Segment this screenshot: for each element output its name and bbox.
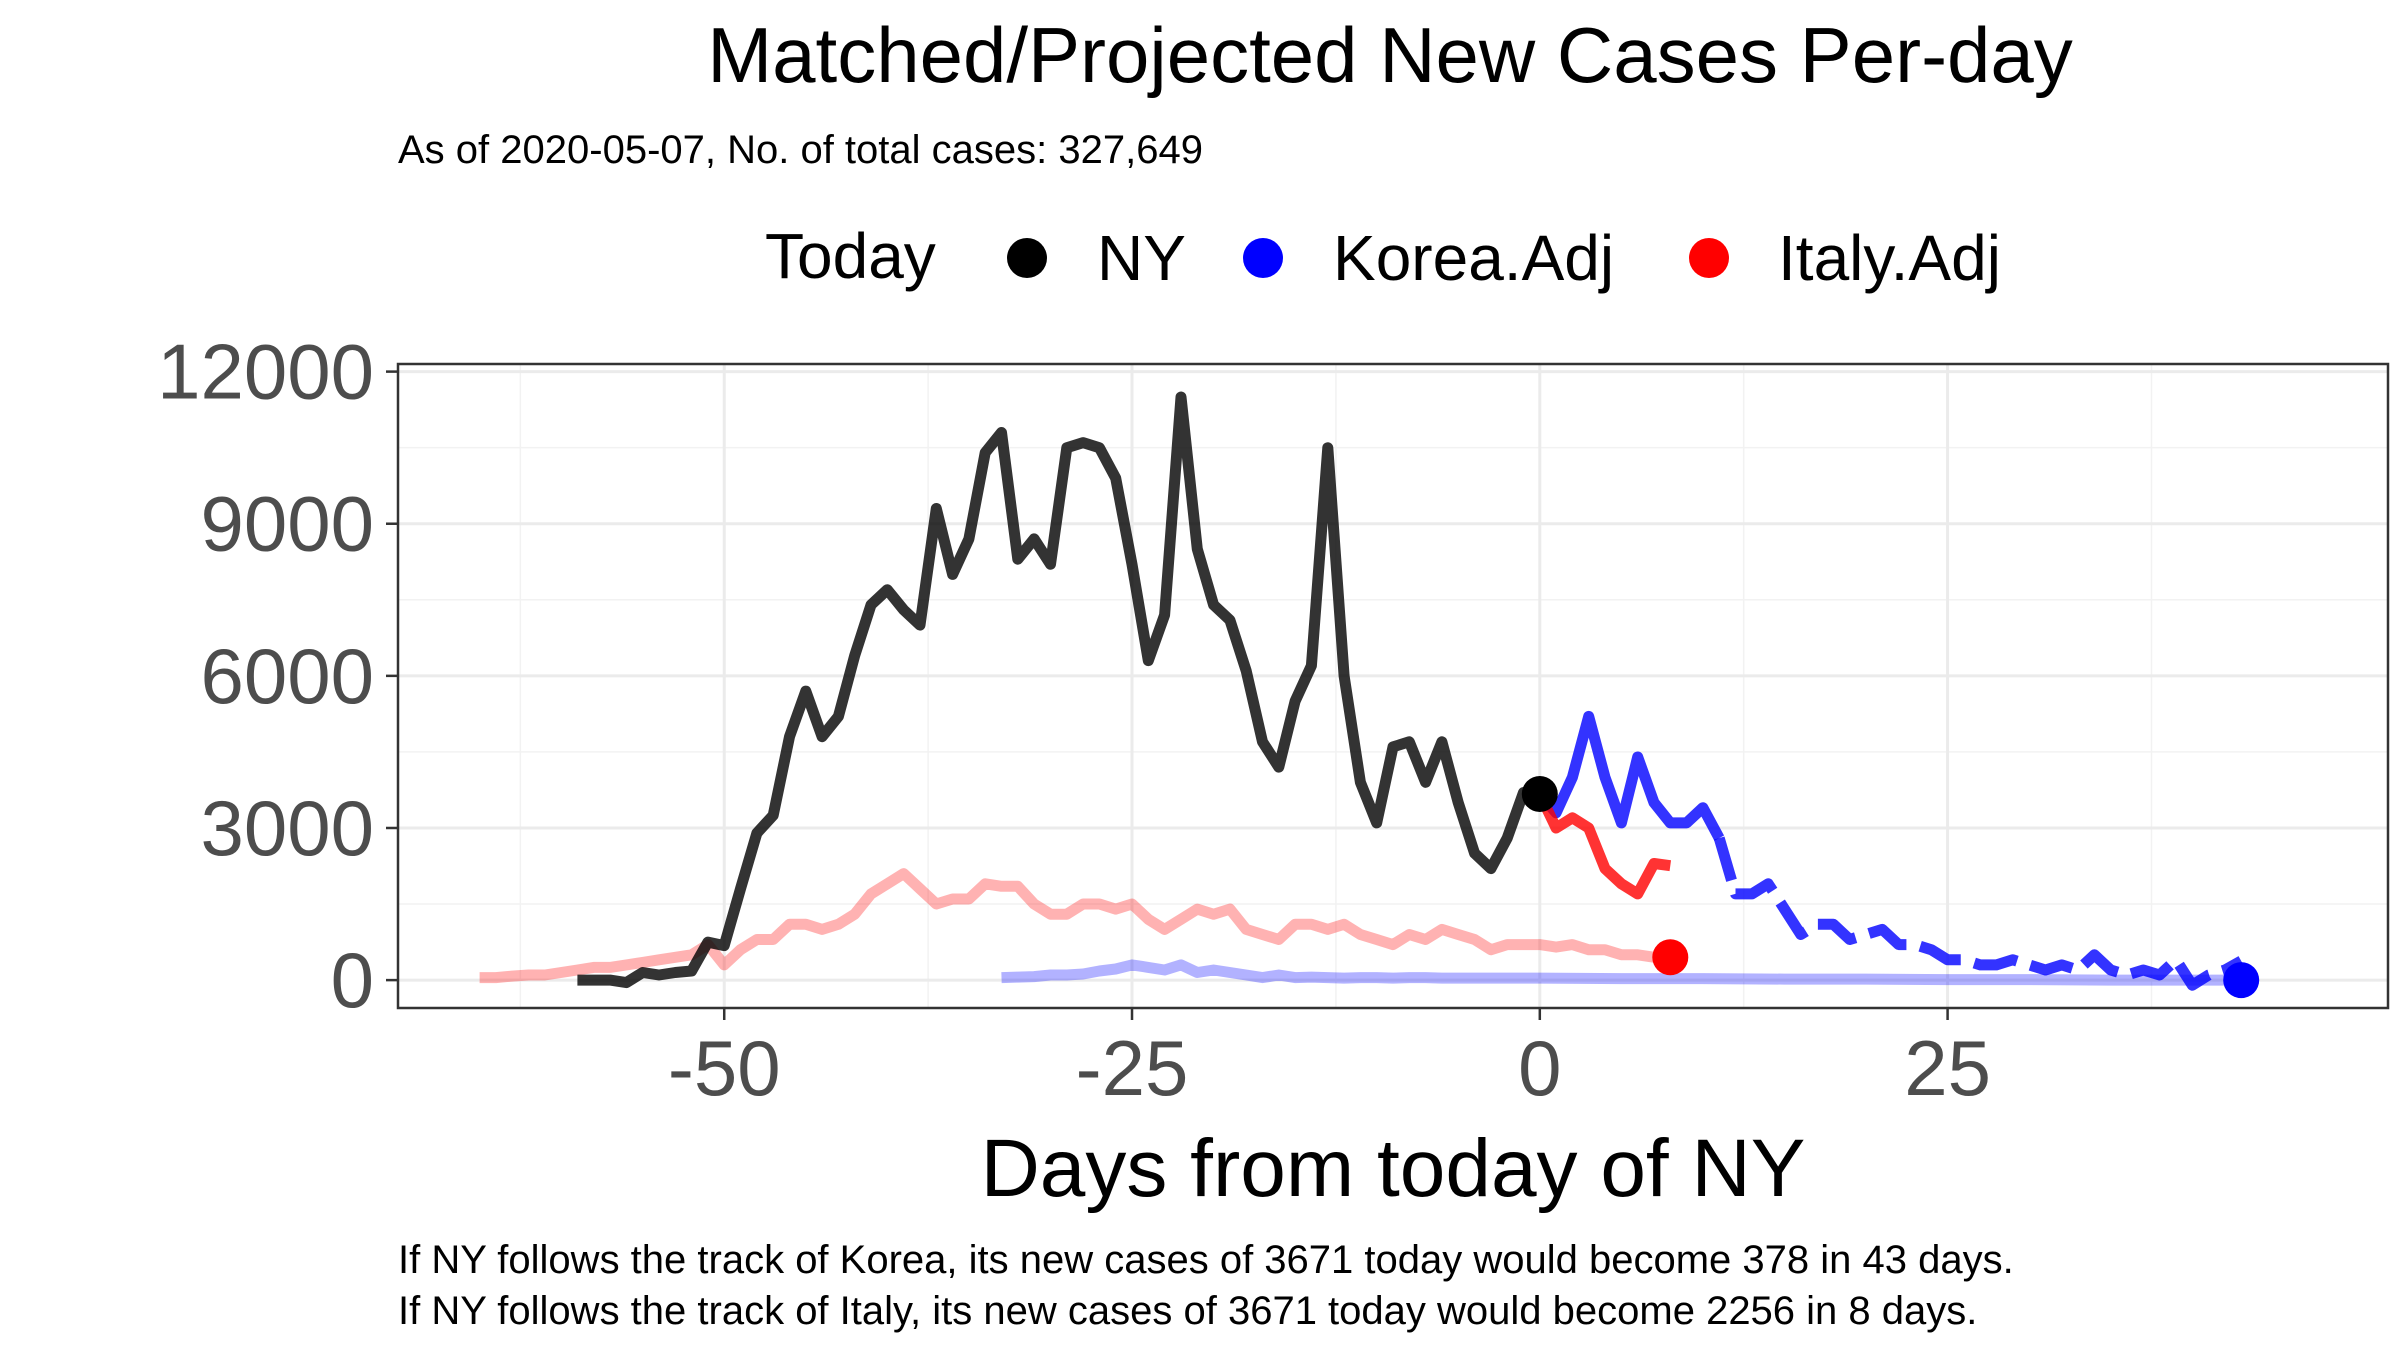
footnote-italy: If NY follows the track of Italy, its ne… [398, 1289, 1977, 1333]
series-line [1713, 836, 2244, 991]
x-tick-label: -25 [1076, 1024, 1189, 1112]
series-line [577, 391, 1541, 989]
legend-key-korea [1243, 238, 1283, 278]
legend-key-italy [1689, 238, 1729, 278]
legend-key-ny [1007, 238, 1047, 278]
footnote-korea: If NY follows the track of Korea, its ne… [398, 1238, 2014, 1282]
series-layer [479, 391, 2244, 991]
legend-label-italy: Italy.Adj [1778, 222, 2001, 294]
x-tick-label: -50 [668, 1024, 781, 1112]
x-tick-label: 0 [1518, 1024, 1561, 1112]
series-marker [1652, 939, 1689, 976]
x-axis: -50 -25 0 25 [668, 1008, 1991, 1112]
legend-label-korea: Korea.Adj [1333, 222, 1614, 294]
y-axis: 0 3000 6000 9000 12000 [157, 328, 398, 1024]
chart-title: Matched/Projected New Cases Per-day [707, 11, 2073, 99]
y-tick-label: 12000 [157, 328, 374, 416]
series-marker [1521, 775, 1558, 812]
plot-panel-border [396, 362, 2390, 1010]
series-line [1534, 791, 1672, 900]
points-layer [1521, 775, 2260, 999]
series-line [1001, 959, 2242, 986]
y-tick-label: 3000 [200, 784, 374, 872]
series-line [479, 868, 1671, 984]
x-tick-label: 25 [1904, 1024, 1991, 1112]
legend: Today NY Korea.Adj Italy.Adj [765, 220, 2001, 294]
y-tick-label: 6000 [200, 632, 374, 720]
series-marker [2223, 962, 2260, 999]
y-tick-label: 0 [331, 936, 374, 1024]
legend-label-ny: NY [1097, 222, 1186, 294]
chart-subtitle: As of 2020-05-07, No. of total cases: 32… [398, 128, 1203, 172]
series-line [1535, 710, 1725, 841]
x-axis-label: Days from today of NY [981, 1123, 1806, 1214]
legend-title: Today [765, 220, 936, 292]
grid [398, 364, 2388, 1008]
y-tick-label: 9000 [200, 480, 374, 568]
